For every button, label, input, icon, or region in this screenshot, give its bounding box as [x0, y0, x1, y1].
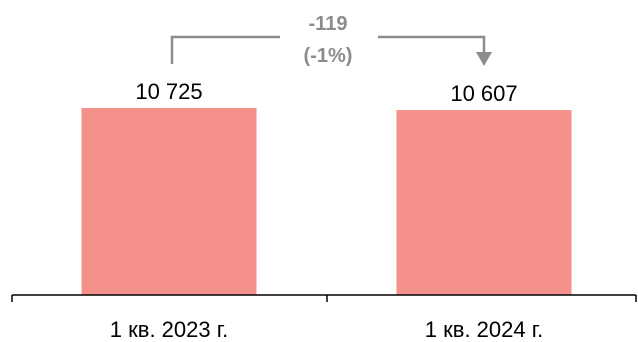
value-labels-group: 10 725 10 607 [135, 79, 517, 106]
bar-2 [396, 110, 572, 295]
x-axis-ticks [11, 295, 637, 302]
bar-1 [81, 108, 257, 295]
category-label-1: 1 кв. 2023 г. [110, 317, 228, 342]
change-absolute-label: -119 [309, 13, 348, 35]
change-arrowhead [476, 52, 492, 66]
category-labels-group: 1 кв. 2023 г. 1 кв. 2024 г. [110, 317, 543, 342]
bar-value-label-2: 10 607 [450, 81, 517, 106]
bar-value-label-1: 10 725 [135, 79, 202, 104]
change-bracket-line [170, 35, 486, 64]
category-label-2: 1 кв. 2024 г. [425, 317, 543, 342]
change-annotation: -119 (-1%) [170, 13, 492, 67]
change-percent-label: (-1%) [304, 45, 353, 67]
bars-group [81, 108, 572, 295]
